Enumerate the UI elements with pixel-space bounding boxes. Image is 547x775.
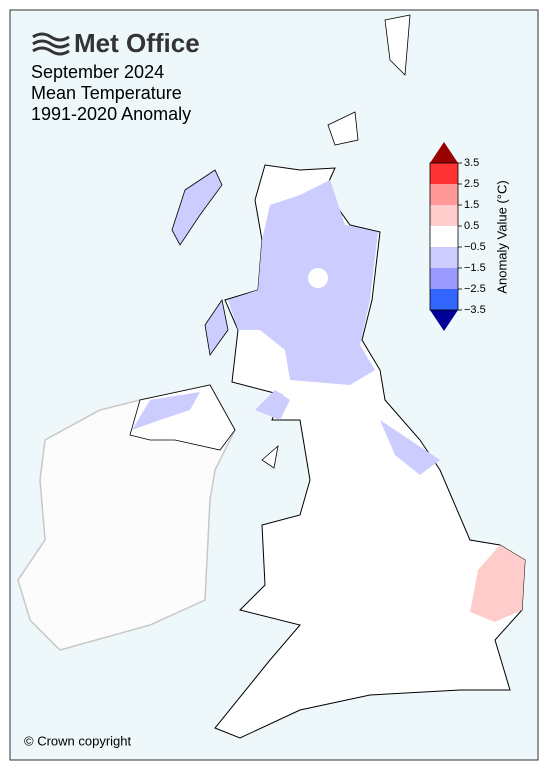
colorbar-tick-label: 3.5: [464, 157, 479, 169]
title-line: Mean Temperature: [31, 83, 182, 103]
colorbar-label: Anomaly Value (°C): [494, 180, 509, 293]
colorbar-segment: [430, 247, 458, 268]
colorbar: 3.5 2.5 1.5 0.5 −0.5 −1.5 −2.5 −3.5: [429, 142, 486, 331]
colorbar-tick-label: 0.5: [464, 220, 479, 232]
island: [171, 169, 223, 246]
colorbar-tick-label: −2.5: [464, 283, 486, 295]
anomaly-gap: [308, 268, 328, 288]
title-line: 1991-2020 Anomaly: [31, 104, 191, 124]
colorbar-segment: [430, 268, 458, 289]
colorbar-segment: [430, 289, 458, 310]
anomaly-area: [132, 392, 200, 430]
colorbar-tick-label: −1.5: [464, 262, 486, 274]
anomaly-area: [228, 180, 378, 385]
colorbar-segment: [430, 205, 458, 226]
ireland: [17, 384, 236, 651]
colorbar-tick-label: 1.5: [464, 199, 479, 211]
anomaly-area: [255, 390, 290, 420]
copyright: © Crown copyright: [24, 733, 132, 748]
island: [327, 111, 359, 146]
colorbar-segment: [430, 184, 458, 205]
anomaly-area: [470, 545, 525, 622]
colorbar-tick-label: −0.5: [464, 241, 486, 253]
island: [261, 444, 279, 469]
colorbar-extend-top: [430, 142, 458, 163]
logo-icon: [32, 32, 70, 56]
colorbar-outline: [429, 162, 459, 311]
colorbar-segment: [430, 226, 458, 247]
colorbar-tick-label: 2.5: [464, 178, 479, 190]
colorbar-segment: [430, 163, 458, 184]
colorbar-tick-label: −3.5: [464, 304, 486, 316]
island: [204, 298, 229, 357]
colorbar-extend-bottom: [430, 310, 458, 331]
island: [384, 14, 411, 76]
title-line: September 2024: [31, 62, 164, 82]
logo-text: Met Office: [74, 28, 200, 58]
anomaly-area: [380, 420, 440, 475]
